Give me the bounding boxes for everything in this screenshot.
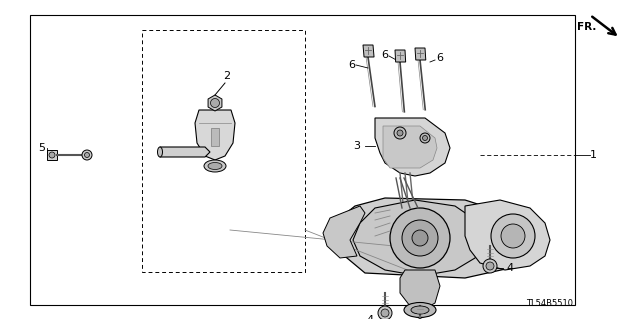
Circle shape <box>491 214 535 258</box>
Polygon shape <box>395 50 406 62</box>
Circle shape <box>390 208 450 268</box>
Circle shape <box>49 152 55 158</box>
Circle shape <box>412 230 428 246</box>
Bar <box>142 30 305 272</box>
Ellipse shape <box>208 162 222 169</box>
Text: 2: 2 <box>223 71 230 81</box>
Bar <box>30 15 575 305</box>
Text: 3: 3 <box>353 141 360 151</box>
Circle shape <box>402 220 438 256</box>
Text: FR.: FR. <box>577 22 596 32</box>
Circle shape <box>84 152 90 158</box>
Circle shape <box>420 133 430 143</box>
Bar <box>211 128 219 146</box>
Ellipse shape <box>157 147 163 157</box>
Polygon shape <box>208 95 222 111</box>
Circle shape <box>82 150 92 160</box>
Polygon shape <box>383 126 437 168</box>
Circle shape <box>486 262 494 270</box>
Text: TL54B5510: TL54B5510 <box>526 299 573 308</box>
Polygon shape <box>195 110 235 160</box>
Circle shape <box>422 136 428 140</box>
Polygon shape <box>415 48 426 60</box>
Bar <box>47 150 57 160</box>
Circle shape <box>378 306 392 319</box>
Polygon shape <box>400 270 440 310</box>
Polygon shape <box>375 118 450 176</box>
Polygon shape <box>323 206 365 258</box>
Polygon shape <box>363 45 374 57</box>
Circle shape <box>381 309 389 317</box>
Circle shape <box>211 99 220 108</box>
Text: 6: 6 <box>381 50 388 60</box>
Circle shape <box>394 127 406 139</box>
Ellipse shape <box>411 306 429 314</box>
Polygon shape <box>465 200 550 270</box>
Polygon shape <box>160 147 210 157</box>
Text: 4: 4 <box>367 315 374 319</box>
Circle shape <box>397 130 403 136</box>
Ellipse shape <box>204 160 226 172</box>
Polygon shape <box>353 200 485 276</box>
Text: 1: 1 <box>589 150 596 160</box>
Ellipse shape <box>404 302 436 317</box>
Text: 4: 4 <box>506 263 513 273</box>
Circle shape <box>483 259 497 273</box>
Text: 5: 5 <box>38 143 45 153</box>
Text: 6: 6 <box>349 60 355 70</box>
Circle shape <box>501 224 525 248</box>
Polygon shape <box>330 198 525 278</box>
Text: 6: 6 <box>436 53 444 63</box>
